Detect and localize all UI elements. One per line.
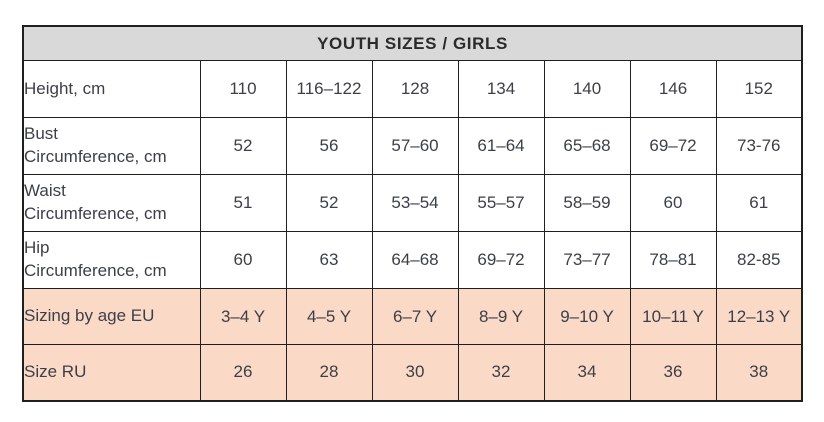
table-row-bust: Bust Circumference, cm 52 56 57–60 61–64… bbox=[22, 117, 803, 175]
size-cell: 57–60 bbox=[371, 117, 459, 175]
row-label: Waist Circumference, cm bbox=[22, 174, 201, 232]
size-cell: 82-85 bbox=[715, 231, 803, 289]
size-cell: 73–77 bbox=[543, 231, 631, 289]
size-cell: 55–57 bbox=[457, 174, 545, 232]
size-cell: 63 bbox=[285, 231, 373, 289]
size-cell: 3–4 Y bbox=[199, 288, 287, 345]
youth-girls-size-table: YOUTH SIZES / GIRLS Height, cm 110 116–1… bbox=[22, 25, 803, 402]
size-cell: 69–72 bbox=[629, 117, 717, 175]
table-row-height: Height, cm 110 116–122 128 134 140 146 1… bbox=[22, 60, 803, 118]
size-cell: 53–54 bbox=[371, 174, 459, 232]
size-cell: 152 bbox=[715, 60, 803, 118]
row-label: Hip Circumference, cm bbox=[22, 231, 201, 289]
size-cell: 26 bbox=[199, 344, 287, 401]
size-cell: 12–13 Y bbox=[715, 288, 803, 345]
size-cell: 28 bbox=[285, 344, 373, 401]
size-cell: 38 bbox=[715, 344, 803, 401]
size-cell: 58–59 bbox=[543, 174, 631, 232]
size-cell: 128 bbox=[371, 60, 459, 118]
size-cell: 36 bbox=[629, 344, 717, 401]
size-cell: 140 bbox=[543, 60, 631, 118]
size-cell: 52 bbox=[285, 174, 373, 232]
size-cell: 32 bbox=[457, 344, 545, 401]
size-cell: 51 bbox=[199, 174, 287, 232]
size-cell: 78–81 bbox=[629, 231, 717, 289]
size-cell: 60 bbox=[199, 231, 287, 289]
row-label: Size RU bbox=[22, 344, 201, 401]
size-cell: 116–122 bbox=[285, 60, 373, 118]
row-label: Height, cm bbox=[22, 60, 201, 118]
size-cell: 110 bbox=[199, 60, 287, 118]
size-cell: 65–68 bbox=[543, 117, 631, 175]
size-cell: 30 bbox=[371, 344, 459, 401]
table-header-row: YOUTH SIZES / GIRLS bbox=[22, 25, 803, 61]
table-row-hip: Hip Circumference, cm 60 63 64–68 69–72 … bbox=[22, 231, 803, 289]
size-cell: 61 bbox=[715, 174, 803, 232]
size-cell: 8–9 Y bbox=[457, 288, 545, 345]
size-cell: 52 bbox=[199, 117, 287, 175]
size-cell: 10–11 Y bbox=[629, 288, 717, 345]
size-cell: 9–10 Y bbox=[543, 288, 631, 345]
size-cell: 73-76 bbox=[715, 117, 803, 175]
size-cell: 6–7 Y bbox=[371, 288, 459, 345]
row-label: Sizing by age EU bbox=[22, 288, 201, 345]
size-cell: 61–64 bbox=[457, 117, 545, 175]
size-cell: 146 bbox=[629, 60, 717, 118]
table-row-waist: Waist Circumference, cm 51 52 53–54 55–5… bbox=[22, 174, 803, 232]
row-label: Bust Circumference, cm bbox=[22, 117, 201, 175]
size-cell: 56 bbox=[285, 117, 373, 175]
table-row-size-ru: Size RU 26 28 30 32 34 36 38 bbox=[22, 344, 803, 401]
size-cell: 4–5 Y bbox=[285, 288, 373, 345]
size-cell: 69–72 bbox=[457, 231, 545, 289]
table-row-age-eu: Sizing by age EU 3–4 Y 4–5 Y 6–7 Y 8–9 Y… bbox=[22, 288, 803, 345]
size-cell: 64–68 bbox=[371, 231, 459, 289]
size-cell: 34 bbox=[543, 344, 631, 401]
size-cell: 60 bbox=[629, 174, 717, 232]
table-title: YOUTH SIZES / GIRLS bbox=[22, 25, 803, 61]
size-cell: 134 bbox=[457, 60, 545, 118]
